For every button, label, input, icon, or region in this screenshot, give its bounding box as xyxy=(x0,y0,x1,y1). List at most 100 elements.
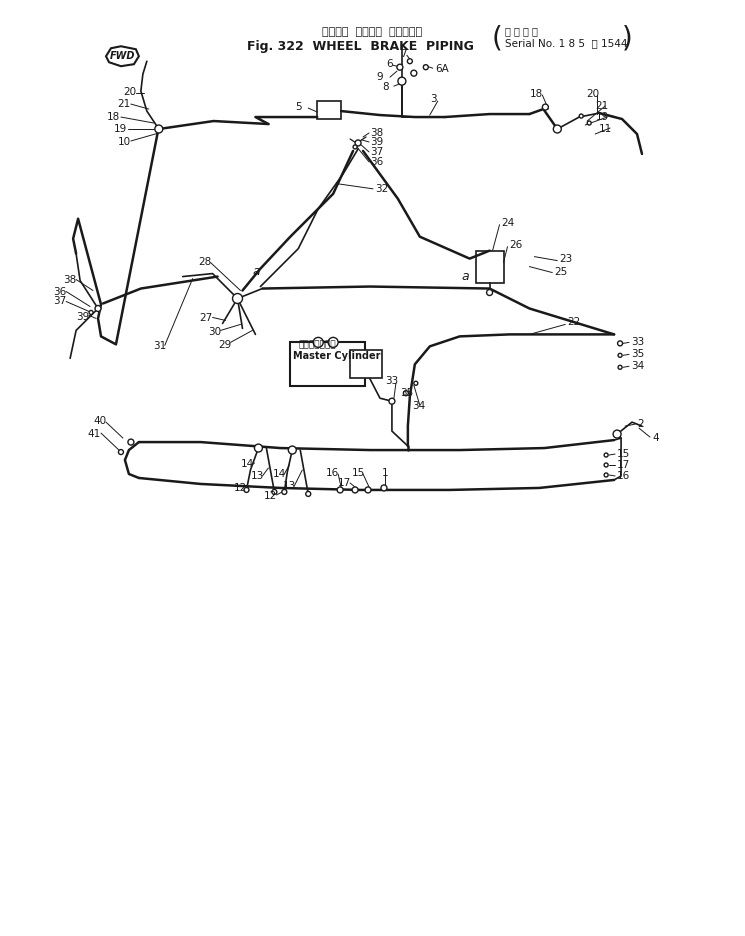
Text: 26: 26 xyxy=(510,240,523,250)
Text: 適 用 号 機: 適 用 号 機 xyxy=(504,26,537,37)
Circle shape xyxy=(398,77,406,85)
Text: Fig. 322  WHEEL  BRAKE  PIPING: Fig. 322 WHEEL BRAKE PIPING xyxy=(247,39,474,52)
Circle shape xyxy=(352,487,358,493)
Text: Master Cylinder: Master Cylinder xyxy=(294,351,381,361)
Circle shape xyxy=(389,398,395,404)
Circle shape xyxy=(244,488,249,492)
Circle shape xyxy=(89,311,93,314)
Text: 20: 20 xyxy=(123,87,136,97)
Text: 6: 6 xyxy=(386,59,393,69)
Text: 21: 21 xyxy=(595,101,609,111)
Text: 39: 39 xyxy=(370,137,383,147)
Text: 36: 36 xyxy=(53,286,66,297)
Circle shape xyxy=(397,65,403,70)
Text: 17: 17 xyxy=(338,478,352,488)
Text: 36: 36 xyxy=(370,157,383,167)
Circle shape xyxy=(355,140,361,146)
Text: a: a xyxy=(462,271,469,283)
Circle shape xyxy=(604,473,608,477)
Text: 15: 15 xyxy=(617,449,630,459)
Circle shape xyxy=(618,365,622,370)
Text: 13: 13 xyxy=(282,481,296,491)
Text: 7: 7 xyxy=(400,50,407,59)
Text: 18: 18 xyxy=(530,89,542,99)
Circle shape xyxy=(288,446,297,454)
Circle shape xyxy=(365,487,371,493)
Text: 20: 20 xyxy=(586,89,599,99)
Circle shape xyxy=(410,70,417,76)
Text: 28: 28 xyxy=(199,256,212,267)
Circle shape xyxy=(554,125,561,133)
Circle shape xyxy=(618,354,622,358)
Text: 10: 10 xyxy=(118,137,131,147)
Bar xyxy=(350,350,382,378)
Text: 8: 8 xyxy=(382,82,389,92)
Text: 34: 34 xyxy=(412,402,425,411)
Circle shape xyxy=(337,487,343,493)
Text: 37: 37 xyxy=(370,147,383,157)
Circle shape xyxy=(155,125,163,133)
Text: 21: 21 xyxy=(117,99,130,110)
Text: 17: 17 xyxy=(617,460,630,470)
Circle shape xyxy=(486,289,492,296)
Text: 18: 18 xyxy=(107,112,120,122)
Text: 14: 14 xyxy=(273,469,285,479)
Circle shape xyxy=(353,145,357,149)
Text: 6A: 6A xyxy=(435,65,448,74)
Text: 19: 19 xyxy=(114,124,127,134)
Text: 12: 12 xyxy=(264,490,276,501)
Bar xyxy=(317,101,341,119)
Text: 33: 33 xyxy=(385,376,399,387)
Text: 35: 35 xyxy=(400,388,413,398)
Text: 40: 40 xyxy=(93,417,107,426)
Text: 2: 2 xyxy=(637,419,644,429)
Text: 13: 13 xyxy=(250,471,264,481)
Circle shape xyxy=(313,337,323,347)
Text: ホイール  ブレーキ  パイピング: ホイール ブレーキ パイピング xyxy=(322,27,422,37)
Text: 41: 41 xyxy=(87,429,101,439)
Text: 33: 33 xyxy=(631,337,644,347)
Circle shape xyxy=(618,341,623,346)
Circle shape xyxy=(604,453,608,457)
Text: 25: 25 xyxy=(554,267,568,276)
Text: マスタシリンダ: マスタシリンダ xyxy=(298,340,336,349)
Text: 38: 38 xyxy=(63,274,77,285)
Text: 31: 31 xyxy=(153,342,166,351)
Circle shape xyxy=(282,490,287,494)
Text: 35: 35 xyxy=(631,349,644,359)
Text: 1: 1 xyxy=(382,468,389,478)
Circle shape xyxy=(328,337,338,347)
Circle shape xyxy=(542,104,548,110)
Circle shape xyxy=(587,121,592,125)
Text: 38: 38 xyxy=(370,128,383,138)
Text: 3: 3 xyxy=(430,95,437,104)
Text: 30: 30 xyxy=(209,328,222,337)
Text: 27: 27 xyxy=(200,314,213,324)
Text: FWD: FWD xyxy=(110,51,136,61)
Text: a: a xyxy=(253,265,260,278)
Bar xyxy=(475,251,504,283)
Text: Serial No. 1 8 5  ～ 1544: Serial No. 1 8 5 ～ 1544 xyxy=(504,38,627,49)
Text: 29: 29 xyxy=(218,341,232,350)
Circle shape xyxy=(403,390,408,396)
Text: 32: 32 xyxy=(375,183,388,194)
Circle shape xyxy=(613,431,621,438)
Text: 4: 4 xyxy=(652,433,659,443)
Circle shape xyxy=(128,439,134,446)
Circle shape xyxy=(423,65,428,69)
Text: 23: 23 xyxy=(559,254,573,264)
Circle shape xyxy=(604,463,608,467)
Circle shape xyxy=(118,449,124,455)
Text: 15: 15 xyxy=(352,468,365,478)
Bar xyxy=(291,343,365,387)
Text: ): ) xyxy=(621,24,633,52)
Circle shape xyxy=(232,294,242,303)
Text: 34: 34 xyxy=(631,361,644,372)
Text: 12: 12 xyxy=(233,483,247,493)
Circle shape xyxy=(408,59,412,64)
Text: 22: 22 xyxy=(567,317,580,328)
Text: 5: 5 xyxy=(295,102,302,112)
Text: 16: 16 xyxy=(326,468,340,478)
Text: 24: 24 xyxy=(501,218,515,227)
Circle shape xyxy=(305,491,311,496)
